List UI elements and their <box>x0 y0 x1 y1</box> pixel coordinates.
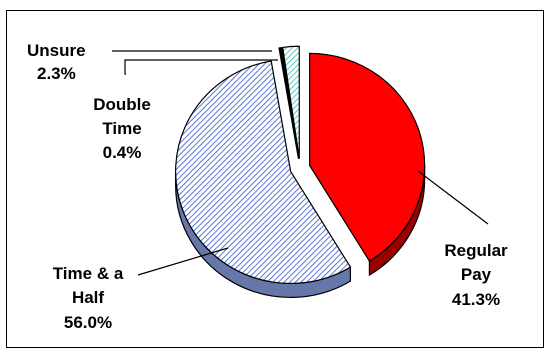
pie-slice-time-a-half <box>175 60 352 285</box>
slice-label-unsure: Unsure <box>27 41 86 60</box>
leader-line-double-time <box>124 59 278 75</box>
slice-label-regular-pay-1: Regular <box>444 241 508 260</box>
slice-value-time-half: 56.0% <box>64 313 112 332</box>
pie-tops <box>175 45 426 285</box>
slice-label-double-time-2: Time <box>102 119 141 138</box>
slice-label-time-half-1: Time & a <box>53 264 124 283</box>
slice-value-double-time: 0.4% <box>103 143 142 162</box>
pie-slice-regular-pay <box>309 52 426 262</box>
slice-label-time-half-2: Half <box>72 288 104 307</box>
slice-value-regular-pay: 41.3% <box>452 290 500 309</box>
leader-line-time-half <box>137 247 229 276</box>
slice-value-unsure: 2.3% <box>37 64 76 83</box>
leader-line-regular-pay <box>417 170 489 225</box>
slice-label-regular-pay-2: Pay <box>461 265 492 284</box>
pie-slice-double-time <box>278 46 300 159</box>
pie-slice-unsure <box>282 45 300 159</box>
leader-lines <box>112 50 489 276</box>
slice-label-double-time-1: Double <box>93 95 151 114</box>
